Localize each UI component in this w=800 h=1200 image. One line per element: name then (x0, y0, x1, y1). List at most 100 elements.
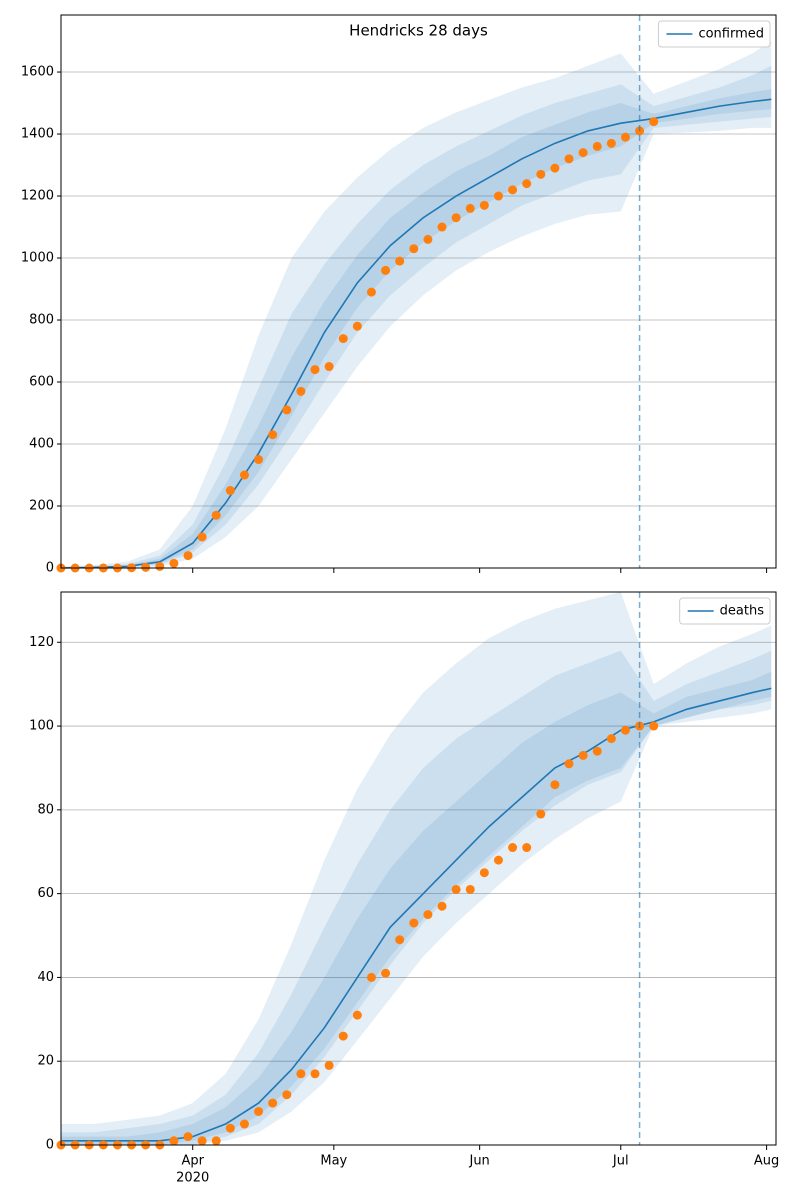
observed-point (268, 430, 278, 440)
observed-point (423, 234, 433, 244)
observed-point (141, 562, 151, 572)
observed-point (155, 561, 165, 571)
observed-point (564, 154, 574, 164)
observed-point (310, 365, 320, 375)
observed-point (479, 868, 489, 878)
observed-point (649, 117, 659, 127)
y-tick-label: 1600 (21, 65, 54, 80)
confidence-band (61, 592, 772, 1145)
axes-frame (60, 14, 777, 569)
y-tick-label: 80 (37, 802, 54, 817)
observed-point (183, 1132, 193, 1142)
observed-point (620, 132, 630, 142)
y-tick-label: 800 (29, 313, 54, 328)
observed-point (536, 809, 546, 819)
observed-point (197, 1136, 207, 1146)
observed-point (211, 510, 221, 520)
x-tick-label: Aug (754, 1154, 779, 1169)
y-tick-label: 120 (29, 635, 54, 650)
y-tick-label: 200 (29, 499, 54, 514)
observed-point (239, 1119, 249, 1129)
year-label: 2020 (176, 1171, 209, 1186)
y-tick-label: 100 (29, 719, 54, 734)
y-tick-label: 0 (46, 1138, 54, 1153)
y-tick-label: 1000 (21, 251, 54, 266)
observed-point (522, 843, 532, 853)
observed-point (493, 191, 503, 201)
observed-point (578, 148, 588, 158)
observed-point (649, 721, 659, 731)
observed-point (225, 486, 235, 496)
observed-point (310, 1069, 320, 1079)
observed-point (183, 551, 193, 561)
y-tick-label: 1200 (21, 189, 54, 204)
axes-frame (60, 591, 777, 1146)
confidence-band (61, 671, 772, 1145)
observed-point (338, 1031, 348, 1041)
observed-point (282, 1090, 292, 1100)
observed-point (564, 759, 574, 769)
chart-title: Hendricks 28 days (349, 22, 488, 40)
observed-point (536, 169, 546, 179)
observed-point (239, 470, 249, 480)
observed-point (550, 163, 560, 173)
observed-point (366, 972, 376, 982)
confidence-band (61, 41, 772, 569)
observed-point (268, 1098, 278, 1108)
observed-point (465, 203, 475, 213)
observed-point (592, 141, 602, 151)
observed-point (352, 321, 362, 331)
legend: confirmed (657, 20, 771, 48)
y-tick-label: 60 (37, 886, 54, 901)
observed-point (169, 558, 179, 568)
observed-point (395, 935, 405, 945)
observed-point (296, 1069, 306, 1079)
confidence-band (61, 650, 772, 1145)
observed-point (465, 884, 475, 894)
observed-point (381, 265, 391, 275)
observed-point (197, 532, 207, 542)
observed-point (381, 968, 391, 978)
observed-point (409, 244, 419, 254)
observed-point (225, 1123, 235, 1133)
observed-point (296, 386, 306, 396)
legend-box (657, 20, 771, 48)
observed-point (211, 1136, 221, 1146)
y-tick-label: 40 (37, 970, 54, 985)
x-tick-label: Jul (612, 1154, 629, 1169)
y-tick-label: 0 (46, 561, 54, 576)
observed-point (606, 734, 616, 744)
observed-point (493, 855, 503, 865)
observed-point (578, 750, 588, 760)
observed-point (437, 222, 447, 232)
observed-point (451, 884, 461, 894)
legend: deaths (679, 597, 771, 625)
x-tick-label: Apr (181, 1154, 204, 1169)
legend-label: deaths (720, 604, 765, 619)
observed-point (409, 918, 419, 928)
observed-point (254, 1106, 264, 1116)
y-tick-label: 400 (29, 437, 54, 452)
observed-point (324, 362, 334, 372)
observed-point (254, 455, 264, 465)
model-line (61, 687, 772, 1142)
y-tick-label: 20 (37, 1054, 54, 1069)
confidence-band (61, 65, 772, 568)
legend-label: confirmed (698, 27, 764, 42)
observed-point (508, 843, 518, 853)
observed-point (169, 1136, 179, 1146)
observed-point (423, 910, 433, 920)
observed-point (282, 405, 292, 415)
observed-point (479, 200, 489, 210)
y-tick-label: 600 (29, 375, 54, 390)
observed-point (395, 256, 405, 266)
observed-point (522, 179, 532, 189)
observed-point (437, 901, 447, 911)
observed-point (324, 1060, 334, 1070)
observed-point (508, 185, 518, 195)
observed-point (352, 1010, 362, 1020)
observed-point (620, 725, 630, 735)
observed-point (451, 213, 461, 223)
observed-point (592, 746, 602, 756)
